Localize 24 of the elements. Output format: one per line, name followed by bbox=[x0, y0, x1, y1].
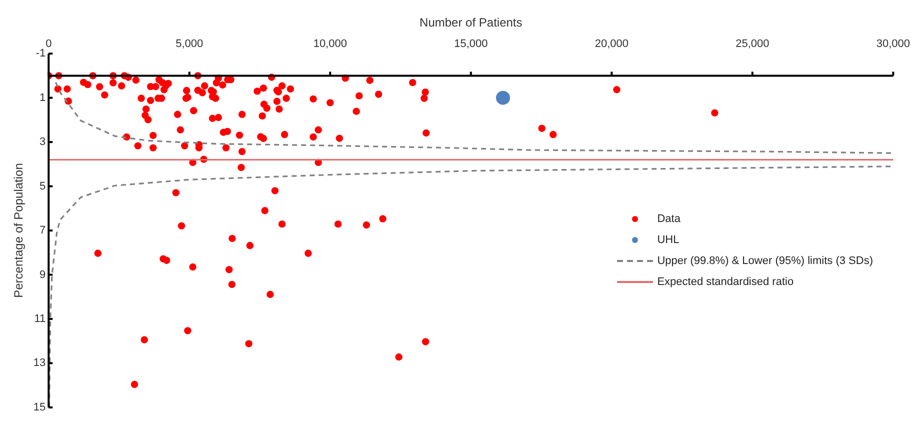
y-tick-label: 11 bbox=[34, 312, 46, 325]
y-tick-label: 1 bbox=[40, 92, 46, 104]
y-axis-title: Percentage of Population bbox=[12, 163, 26, 298]
legend-label: Upper (99.8%) & Lower (95%) limits (3 SDs) bbox=[657, 254, 873, 266]
x-tick-label: 20,000 bbox=[594, 38, 628, 50]
x-axis-title: Number of Patients bbox=[420, 16, 522, 30]
x-tick-label: 15,000 bbox=[454, 38, 488, 50]
y-tick-label: 13 bbox=[33, 357, 46, 370]
line-series bbox=[54, 82, 894, 154]
legend-label: UHL bbox=[657, 234, 680, 246]
y-tick-label: 7 bbox=[40, 224, 46, 237]
y-tick-label: 3 bbox=[40, 136, 46, 148]
y-tick-label: 5 bbox=[40, 180, 46, 192]
y-tick-label: 15 bbox=[33, 401, 46, 414]
x-tick-label: 5,000 bbox=[176, 38, 204, 50]
y-tick-label: -1 bbox=[36, 48, 46, 60]
legend-label: Data bbox=[657, 212, 680, 224]
legend-label: Expected standardised ratio bbox=[657, 276, 794, 288]
y-tick-label: 9 bbox=[40, 268, 46, 281]
x-tick-label: 10,000 bbox=[313, 38, 347, 50]
x-tick-label: 30,000 bbox=[876, 38, 910, 50]
line-series bbox=[48, 166, 894, 408]
x-tick-label: 0 bbox=[46, 38, 52, 50]
x-tick-label: 25,000 bbox=[736, 38, 770, 50]
